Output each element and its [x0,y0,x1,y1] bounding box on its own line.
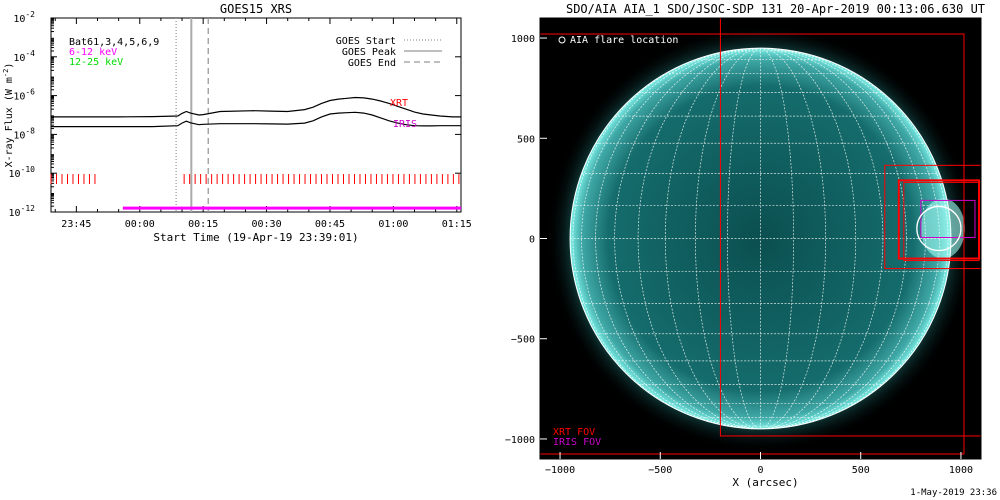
x-tick-label: 00:00 [125,219,155,230]
y-tick-label: 10-6 [13,88,35,103]
series-line-iris [51,111,461,128]
aia-x-tick-label: −1000 [545,465,575,476]
aia-x-tick-label: 1000 [949,465,973,476]
longitude-line [760,48,826,429]
aia-y-tick-label: 500 [517,134,535,145]
flare-legend-symbol [558,36,566,44]
aia-x-tick-label: −500 [648,465,672,476]
legend-left-entry: 6-12 keV [69,47,117,58]
heliographic-grid [570,48,951,429]
y-axis-label-text: X-ray Flux (W m [4,77,15,167]
series-label-xrt: XRT [390,98,408,109]
longitude-line [695,48,761,429]
y-tick-base: 10 [13,130,25,141]
x-tick-label: 01:15 [442,219,472,230]
footer-timestamp: 1-May-2019 23:36 [910,488,997,498]
x-tick-label: 00:45 [315,219,345,230]
y-axis-label: X-ray Flux (W m-2) [2,63,15,168]
x-tick-label: 00:15 [188,219,218,230]
aia-x-tick-label: 0 [757,465,763,476]
longitude-line [760,48,926,429]
longitude-line [595,48,761,429]
longitude-line [637,48,761,429]
fov-box-xrt-fov-2 [719,18,981,437]
y-tick-label: 10-2 [13,10,35,25]
legend-right-entry: GOES Start [336,36,396,47]
x-tick-label: 00:30 [252,219,282,230]
goes-xrs-plot: GOES15 XRS10-210-410-610-810-1010-1223:4… [2,2,472,244]
aia-y-tick-label: −500 [511,335,535,346]
y-tick-exp: -4 [25,49,35,58]
legend-right-entry: GOES End [348,58,396,69]
plot-frame [50,17,462,213]
legend-right-entry: GOES Peak [342,47,396,58]
fov-legend-entry: XRT FOV [553,427,595,438]
longitude-line [760,48,794,429]
x-axis-label: Start Time (19-Apr-19 23:39:01) [153,231,358,244]
fov-box-xrt-fov-inner [903,181,980,262]
aia-x-tick-label: 500 [852,465,870,476]
x-tick-label: 23:45 [61,219,91,230]
flare-location-marker [916,205,962,252]
series-line-xrt [51,96,461,118]
legend-left-entry: 12-25 keV [69,57,123,68]
y-tick-base: 10 [9,208,21,219]
y-tick-label: 10-8 [13,126,35,141]
y-tick-label: 10-4 [13,49,35,64]
aia-y-tick-label: 1000 [511,34,535,45]
aia-image-panel: SDO/AIA AIA_1 SDO/JSOC-SDP 131 20-Apr-20… [503,0,1000,500]
y-tick-exp: -2 [25,10,35,19]
fov-box-xrt-fov-3 [884,164,981,270]
y-axis-label-sup: -2 [2,69,10,77]
y-tick-exp: -10 [21,165,36,174]
y-tick-base: 10 [13,53,25,64]
y-tick-base: 10 [9,169,21,180]
y-tick-base: 10 [13,92,25,103]
chart-title: GOES15 XRS [220,2,292,16]
solar-limb [569,47,952,430]
y-tick-label: 10-12 [9,204,36,219]
active-region-glow [920,198,965,259]
y-tick-exp: -12 [21,204,36,213]
aia-y-tick-label: 0 [529,235,535,246]
aia-solar-image: SDO/AIA AIA_1 SDO/JSOC-SDP 131 20-Apr-20… [505,2,997,498]
y-tick-label: 10-10 [9,165,36,180]
y-tick-base: 10 [13,14,25,25]
flare-legend-text: AIA flare location [570,35,678,46]
longitude-line [760,48,856,429]
fov-legend-entry: IRIS FOV [553,437,601,448]
longitude-line [727,48,761,429]
fov-box-xrt-fov-large [540,33,965,455]
y-tick-exp: -6 [25,88,35,97]
y-axis-label-close: ) [4,63,15,69]
x-tick-label: 01:00 [378,219,408,230]
y-tick-exp: -8 [25,126,35,135]
aia-x-axis-label: X (arcsec) [732,476,798,489]
aia-title: SDO/AIA AIA_1 SDO/JSOC-SDP 131 20-Apr-20… [566,2,985,16]
legend-left-entry: Bat61,3,4,5,6,9 [69,37,159,48]
aia-y-tick-label: −1000 [505,435,535,446]
longitude-line [665,48,761,429]
longitude-line [760,48,884,429]
fov-box-iris-fov [920,199,976,238]
series-label-iris: IRIS [393,119,417,130]
